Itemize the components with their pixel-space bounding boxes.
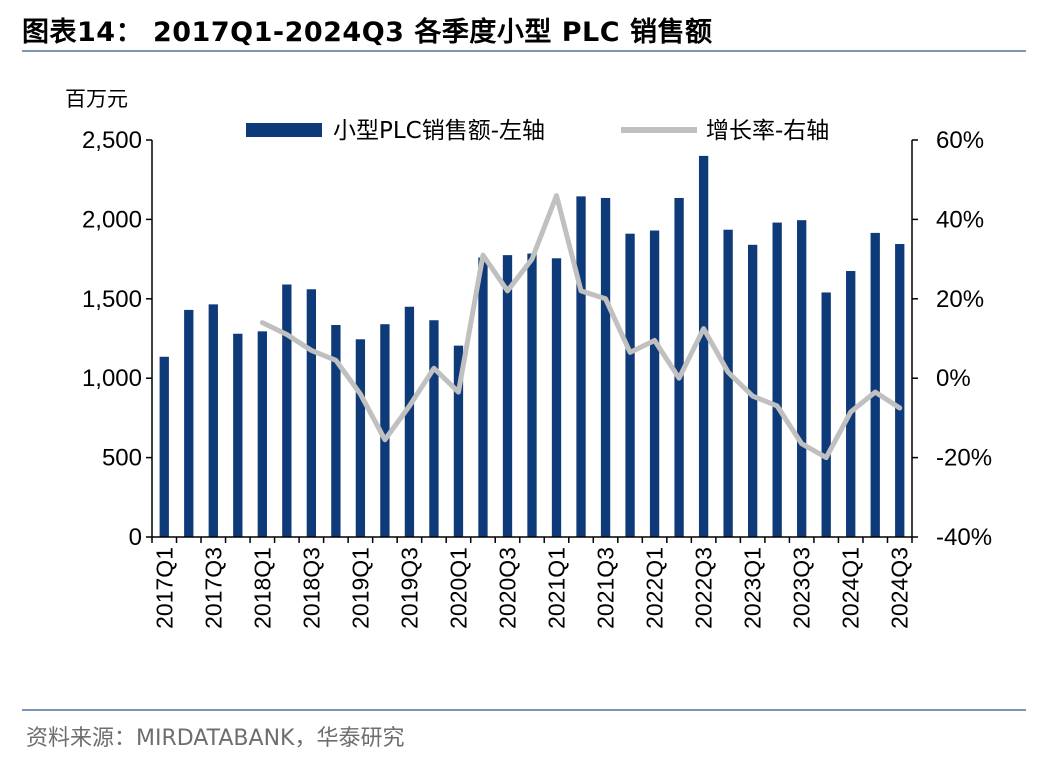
x-tick-label: 2020Q3 xyxy=(494,547,520,629)
bar-2018Q2 xyxy=(282,284,292,537)
left-tick-label: 1,500 xyxy=(82,286,142,313)
x-tick-label: 2024Q3 xyxy=(887,547,913,629)
right-axis-ticks: -40% -20% 0% 20% 40% 60% xyxy=(912,127,992,551)
bar-2022Q3 xyxy=(698,155,709,537)
axes xyxy=(151,140,913,538)
x-tick-label: 2022Q1 xyxy=(642,547,668,629)
bar-2020Q4 xyxy=(527,253,537,538)
bar-series xyxy=(159,155,905,538)
left-axis-ticks: 0 500 1,000 1,500 2,000 2,500 xyxy=(82,127,152,551)
bar-2020Q3 xyxy=(502,255,513,537)
bar-2021Q2 xyxy=(576,196,586,537)
source-divider xyxy=(22,709,1026,711)
right-tick-label: 0% xyxy=(936,365,971,392)
bar-2018Q1 xyxy=(257,331,267,537)
right-tick-label: 20% xyxy=(936,286,984,313)
right-tick-label: -40% xyxy=(936,524,992,551)
x-tick-label: 2019Q3 xyxy=(396,547,422,629)
x-tick-label: 2020Q1 xyxy=(445,547,471,629)
bar-2021Q1 xyxy=(551,258,562,537)
page-title: 图表14： 2017Q1-2024Q3 各季度小型 PLC 销售额 xyxy=(22,17,713,48)
x-tick-label: 2024Q1 xyxy=(838,547,864,629)
growth-line-series xyxy=(259,193,903,461)
bar-2022Q2 xyxy=(674,197,684,537)
legend-bar-label: 小型PLC销售额-左轴 xyxy=(333,118,545,144)
bar-2022Q1 xyxy=(649,230,660,538)
source-note: 资料来源：MIRDATABANK，华泰研究 xyxy=(26,726,405,751)
right-tick-label: -20% xyxy=(936,445,992,472)
bar-2023Q1 xyxy=(747,244,758,538)
legend-bar-swatch xyxy=(246,123,322,137)
x-axis-ticks: 2017Q1 2017Q3 2018Q1 2018Q3 2019Q1 2019Q3 2020… xyxy=(151,537,913,629)
right-tick-label: 60% xyxy=(936,127,984,154)
bar-2017Q2 xyxy=(184,309,194,537)
chart: 0 500 1,000 1,500 2,000 2,500 -40% -20% 0% 20% 40… xyxy=(65,87,992,629)
x-tick-label: 2023Q1 xyxy=(740,547,766,629)
left-tick-label: 0 xyxy=(129,524,142,551)
bar-2024Q2 xyxy=(870,232,880,537)
x-tick-label: 2018Q1 xyxy=(249,547,275,629)
bar-2017Q3 xyxy=(208,304,218,537)
bar-2018Q3 xyxy=(306,289,317,537)
legend-line-label: 增长率-右轴 xyxy=(706,118,829,144)
x-tick-label: 2022Q3 xyxy=(691,547,717,629)
bar-2018Q4 xyxy=(331,325,341,537)
growth-line xyxy=(259,193,903,461)
x-tick-label: 2017Q3 xyxy=(200,547,226,629)
bar-2019Q3 xyxy=(404,306,415,537)
bar-2021Q4 xyxy=(625,233,635,537)
x-tick-label: 2018Q3 xyxy=(298,547,324,629)
left-tick-label: 1,000 xyxy=(82,365,142,392)
x-tick-label: 2017Q1 xyxy=(151,547,177,629)
bar-2019Q1 xyxy=(355,339,366,537)
bar-2020Q1 xyxy=(453,345,464,537)
legend: 小型PLC销售额-左轴 增长率-右轴 xyxy=(246,118,829,144)
x-tick-label: 2021Q3 xyxy=(593,547,619,629)
bar-2017Q1 xyxy=(159,356,169,537)
bar-2023Q4 xyxy=(821,292,831,537)
left-tick-label: 2,500 xyxy=(82,127,142,154)
bar-2020Q2 xyxy=(478,257,488,537)
bar-2019Q4 xyxy=(429,320,439,537)
x-tick-label: 2021Q1 xyxy=(544,547,570,629)
title-divider xyxy=(22,50,1026,52)
bar-2017Q4 xyxy=(233,333,243,537)
bar-2024Q1 xyxy=(846,271,856,537)
bar-2023Q2 xyxy=(772,222,782,538)
left-axis-unit: 百万元 xyxy=(65,87,128,111)
bar-2023Q3 xyxy=(797,220,807,537)
x-tick-label: 2019Q1 xyxy=(347,547,373,629)
bar-2019Q2 xyxy=(380,324,390,537)
bar-2021Q3 xyxy=(600,197,611,537)
left-tick-label: 500 xyxy=(102,445,142,472)
right-tick-label: 40% xyxy=(936,206,984,233)
bar-2022Q4 xyxy=(723,229,733,538)
bar-2024Q3 xyxy=(895,244,905,537)
left-tick-label: 2,000 xyxy=(82,206,142,233)
x-tick-label: 2023Q3 xyxy=(789,547,815,629)
